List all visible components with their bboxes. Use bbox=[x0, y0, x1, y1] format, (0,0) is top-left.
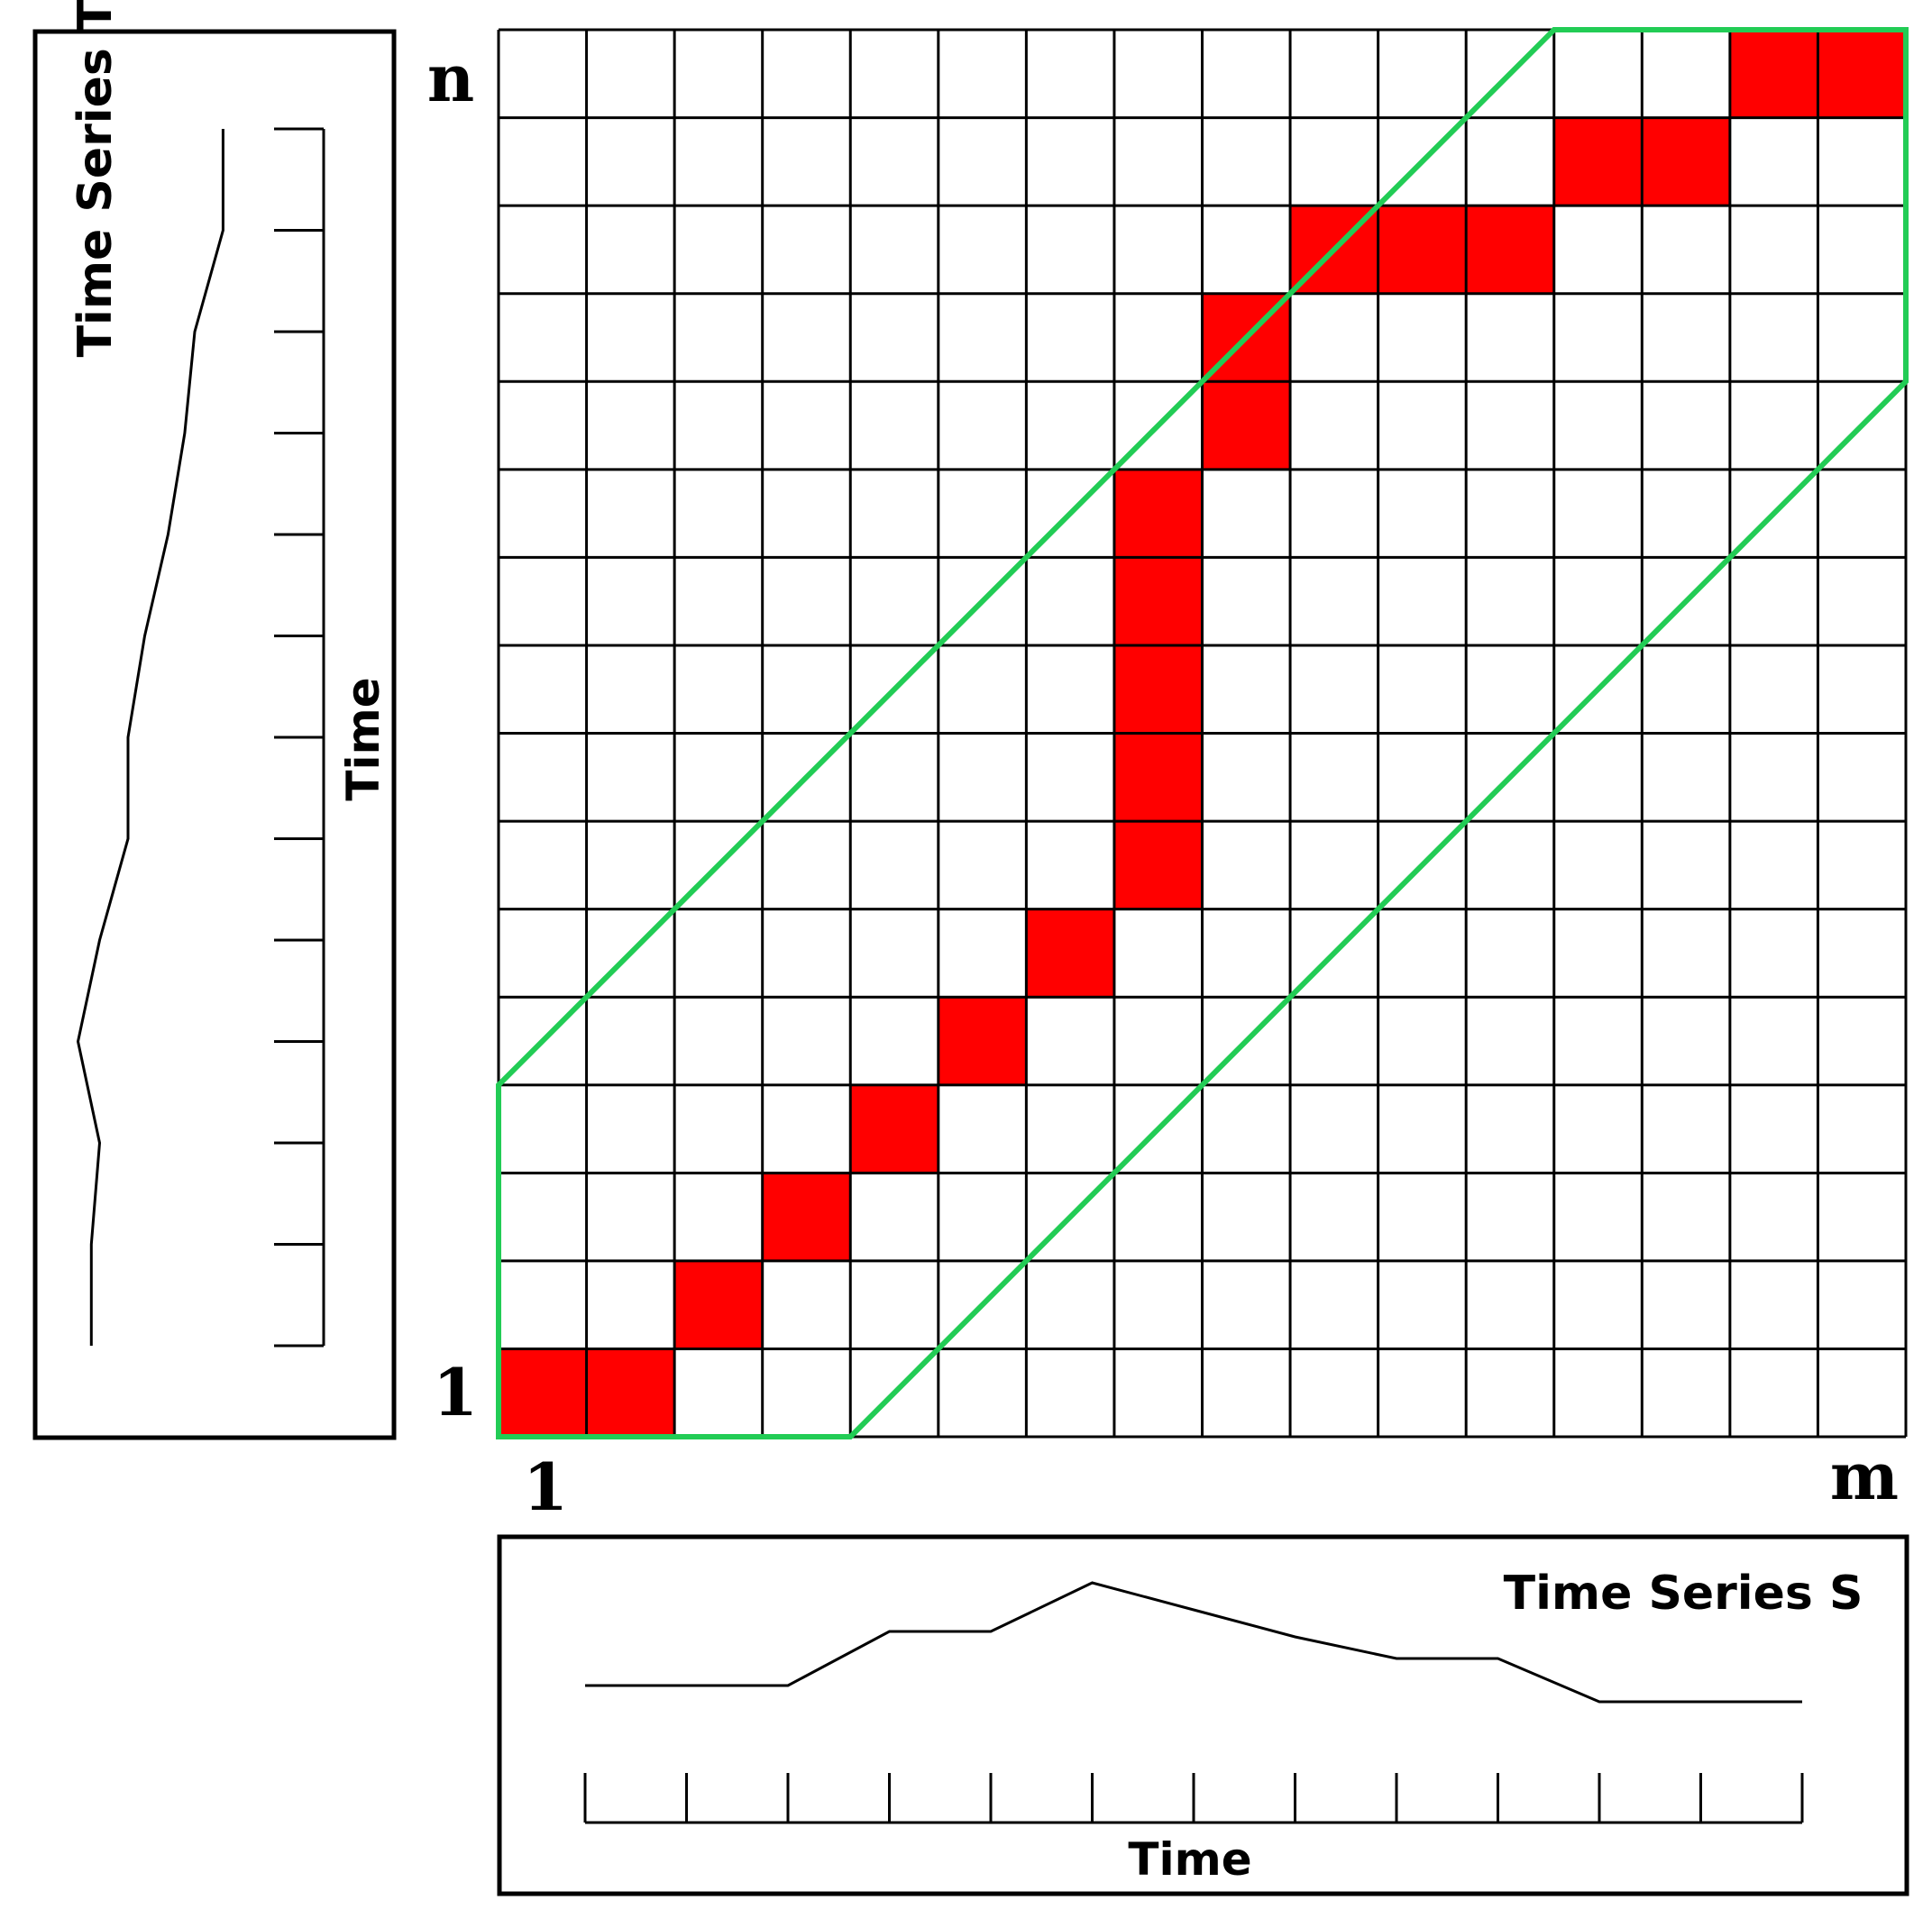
warping-path-cell bbox=[1113, 644, 1203, 734]
time-series-s-axis-label: Time bbox=[1128, 1833, 1251, 1886]
warping-path-cell bbox=[1553, 117, 1643, 206]
time-series-t-frame bbox=[32, 29, 397, 1440]
warping-path-cell bbox=[1026, 909, 1114, 998]
time-series-t-axis-label: Time bbox=[337, 677, 389, 800]
col-label-right: m bbox=[1830, 1438, 1899, 1514]
warping-path-cell bbox=[1642, 117, 1730, 206]
warping-path-cell bbox=[499, 1348, 587, 1437]
row-label-top: n bbox=[427, 40, 474, 116]
time-series-s-frame bbox=[497, 1534, 1909, 1896]
cost-matrix: n 1 1 m bbox=[427, 27, 1909, 1525]
warping-path-cell bbox=[1466, 206, 1554, 294]
warping-path-cell bbox=[762, 1173, 851, 1261]
time-series-s-ticks bbox=[583, 1773, 1804, 1823]
time-series-t-ticks bbox=[274, 127, 324, 1348]
warping-path-cell bbox=[1729, 30, 1818, 118]
warping-path-cell bbox=[1113, 469, 1203, 558]
matrix-grid bbox=[497, 28, 1908, 1439]
warping-path-cell bbox=[1113, 733, 1203, 822]
time-series-t-title: Time Series T bbox=[69, 0, 123, 357]
row-label-bottom: 1 bbox=[433, 1354, 478, 1430]
warping-path-cell bbox=[1202, 381, 1291, 470]
warping-path-cell bbox=[674, 1260, 763, 1349]
warping-path bbox=[499, 30, 1906, 1437]
sakoe-chiba-band bbox=[496, 27, 1909, 1439]
time-series-s-line bbox=[585, 1581, 1802, 1704]
warping-path-cell bbox=[938, 997, 1027, 1085]
warping-path-cell bbox=[1818, 30, 1906, 118]
warping-path-cell bbox=[850, 1084, 939, 1174]
time-series-t-panel: Time Series T Time bbox=[32, 0, 397, 1440]
time-series-s-title: Time Series S bbox=[1504, 1567, 1863, 1621]
time-series-s-panel: Time Series S Time bbox=[497, 1534, 1909, 1896]
warping-path-cell bbox=[1113, 821, 1203, 909]
warping-path-cell bbox=[1113, 557, 1203, 645]
time-series-t-line bbox=[76, 129, 224, 1346]
warping-path-cell bbox=[586, 1348, 675, 1437]
warping-path-cell bbox=[1378, 206, 1467, 294]
col-label-left: 1 bbox=[523, 1448, 568, 1525]
